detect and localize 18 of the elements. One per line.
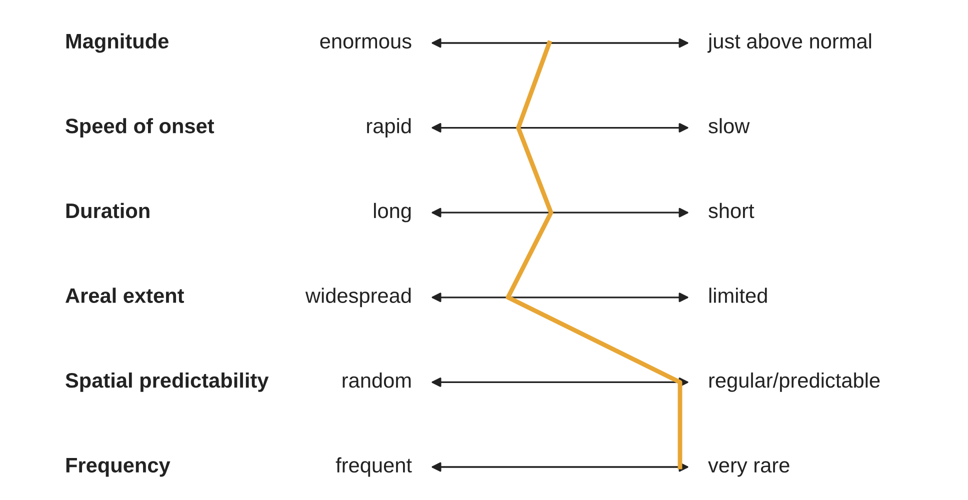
text: very rare — [708, 461, 790, 477]
text: regular/predictable — [709, 372, 880, 392]
text: limited — [709, 288, 767, 303]
text: random — [342, 372, 411, 388]
y-tick-label: Spatial predictability — [66, 372, 269, 392]
text: enormous — [320, 37, 412, 49]
y-tick-label: Duration — [66, 202, 150, 218]
text: rapid — [367, 118, 411, 138]
text: long — [374, 202, 411, 222]
y-tick-label: Speed of onset — [66, 118, 214, 138]
y-tick-label: Frequency — [66, 458, 170, 477]
text: short — [708, 202, 754, 218]
text: widespread — [305, 288, 411, 308]
text: frequent — [336, 457, 412, 477]
text: just above normal — [707, 33, 872, 53]
y-tick-label: Areal extent — [66, 288, 184, 303]
text: slow — [708, 118, 750, 134]
y-tick-label: Magnitude — [66, 33, 168, 53]
